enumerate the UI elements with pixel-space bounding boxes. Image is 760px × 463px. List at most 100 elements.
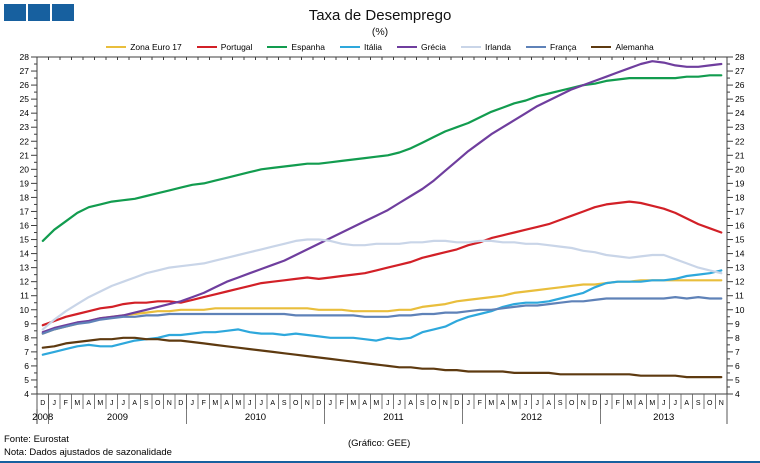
series-line-6 [41, 296, 723, 335]
svg-text:12: 12 [735, 277, 745, 287]
month-label: J [191, 400, 195, 407]
footer-rule [0, 461, 760, 463]
svg-text:28: 28 [735, 52, 745, 62]
svg-text:20: 20 [20, 164, 30, 174]
svg-text:19: 19 [735, 178, 745, 188]
svg-text:15: 15 [20, 235, 30, 245]
svg-text:7: 7 [735, 347, 740, 357]
svg-text:17: 17 [20, 206, 30, 216]
month-label: O [155, 400, 161, 407]
month-label: F [64, 400, 68, 407]
year-label: 2010 [245, 412, 266, 423]
month-label: O [707, 400, 713, 407]
month-label: D [178, 400, 183, 407]
month-label: N [305, 400, 310, 407]
legend-item: Itália [339, 42, 382, 52]
svg-text:28: 28 [20, 52, 30, 62]
legend-item: Portugal [196, 42, 253, 52]
month-label: D [40, 400, 45, 407]
month-label: A [500, 400, 505, 407]
legend-label: Portugal [220, 42, 253, 52]
series-line-1 [41, 200, 723, 327]
legend-swatch [339, 45, 360, 49]
month-label: J [110, 400, 114, 407]
svg-text:23: 23 [20, 122, 30, 132]
month-label: M [488, 400, 494, 407]
month-label: S [420, 400, 425, 407]
month-label: J [524, 400, 528, 407]
month-label: J [605, 400, 609, 407]
svg-text:11: 11 [735, 291, 744, 301]
svg-text:8: 8 [735, 333, 740, 343]
month-label: M [511, 400, 517, 407]
month-label: J [329, 400, 333, 407]
svg-text:26: 26 [735, 80, 745, 90]
svg-text:21: 21 [20, 150, 30, 160]
seasonality-note: Nota: Dados ajustados de sazonalidade [4, 447, 172, 458]
month-label: N [581, 400, 586, 407]
svg-text:12: 12 [20, 277, 30, 287]
month-label: M [235, 400, 241, 407]
year-label: 2008 [32, 412, 53, 423]
svg-text:4: 4 [735, 389, 740, 399]
month-label: A [224, 400, 229, 407]
month-label: J [662, 400, 666, 407]
legend-item: Zona Euro 17 [106, 42, 182, 52]
svg-text:9: 9 [24, 319, 29, 329]
svg-text:17: 17 [735, 206, 745, 216]
svg-text:10: 10 [735, 305, 745, 315]
svg-text:4: 4 [24, 389, 29, 399]
month-label: A [546, 400, 551, 407]
series-line-3 [41, 269, 723, 356]
svg-text:5: 5 [735, 375, 740, 385]
month-label: F [616, 400, 620, 407]
month-label: M [626, 400, 632, 407]
month-label: A [408, 400, 413, 407]
month-label: A [362, 400, 367, 407]
month-label: A [270, 400, 275, 407]
month-label: J [467, 400, 471, 407]
month-label: J [53, 400, 57, 407]
svg-text:18: 18 [20, 192, 30, 202]
month-label: A [638, 400, 643, 407]
svg-text:18: 18 [735, 192, 745, 202]
svg-text:27: 27 [20, 66, 30, 76]
month-label: F [340, 400, 344, 407]
svg-text:22: 22 [20, 136, 30, 146]
year-label: 2012 [521, 412, 542, 423]
month-label: F [478, 400, 482, 407]
year-label: 2009 [107, 412, 128, 423]
svg-text:6: 6 [24, 361, 29, 371]
legend-swatch [106, 45, 127, 49]
legend-swatch [591, 45, 612, 49]
month-label: D [316, 400, 321, 407]
month-label: O [569, 400, 575, 407]
svg-text:15: 15 [735, 235, 745, 245]
month-label: M [97, 400, 103, 407]
month-label: J [398, 400, 402, 407]
svg-text:16: 16 [735, 221, 745, 231]
legend-item: França [526, 42, 576, 52]
credit-note: (Gráfico: GEE) [348, 438, 411, 449]
svg-text:26: 26 [20, 80, 30, 90]
legend-label: Grécia [420, 42, 446, 52]
svg-text:14: 14 [20, 249, 30, 259]
chart-subtitle: (%) [371, 26, 389, 38]
legend-swatch [267, 45, 288, 49]
month-label: M [350, 400, 356, 407]
month-label: N [719, 400, 724, 407]
series-line-0 [41, 279, 723, 335]
logo-square [4, 4, 26, 21]
month-label: J [122, 400, 126, 407]
svg-text:11: 11 [20, 291, 29, 301]
month-label: N [167, 400, 172, 407]
legend-swatch [526, 45, 546, 49]
legend-swatch [461, 45, 481, 49]
svg-text:13: 13 [735, 263, 745, 273]
svg-text:19: 19 [20, 178, 30, 188]
svg-text:21: 21 [735, 150, 745, 160]
series-line-5 [41, 238, 723, 331]
svg-text:24: 24 [20, 108, 30, 118]
